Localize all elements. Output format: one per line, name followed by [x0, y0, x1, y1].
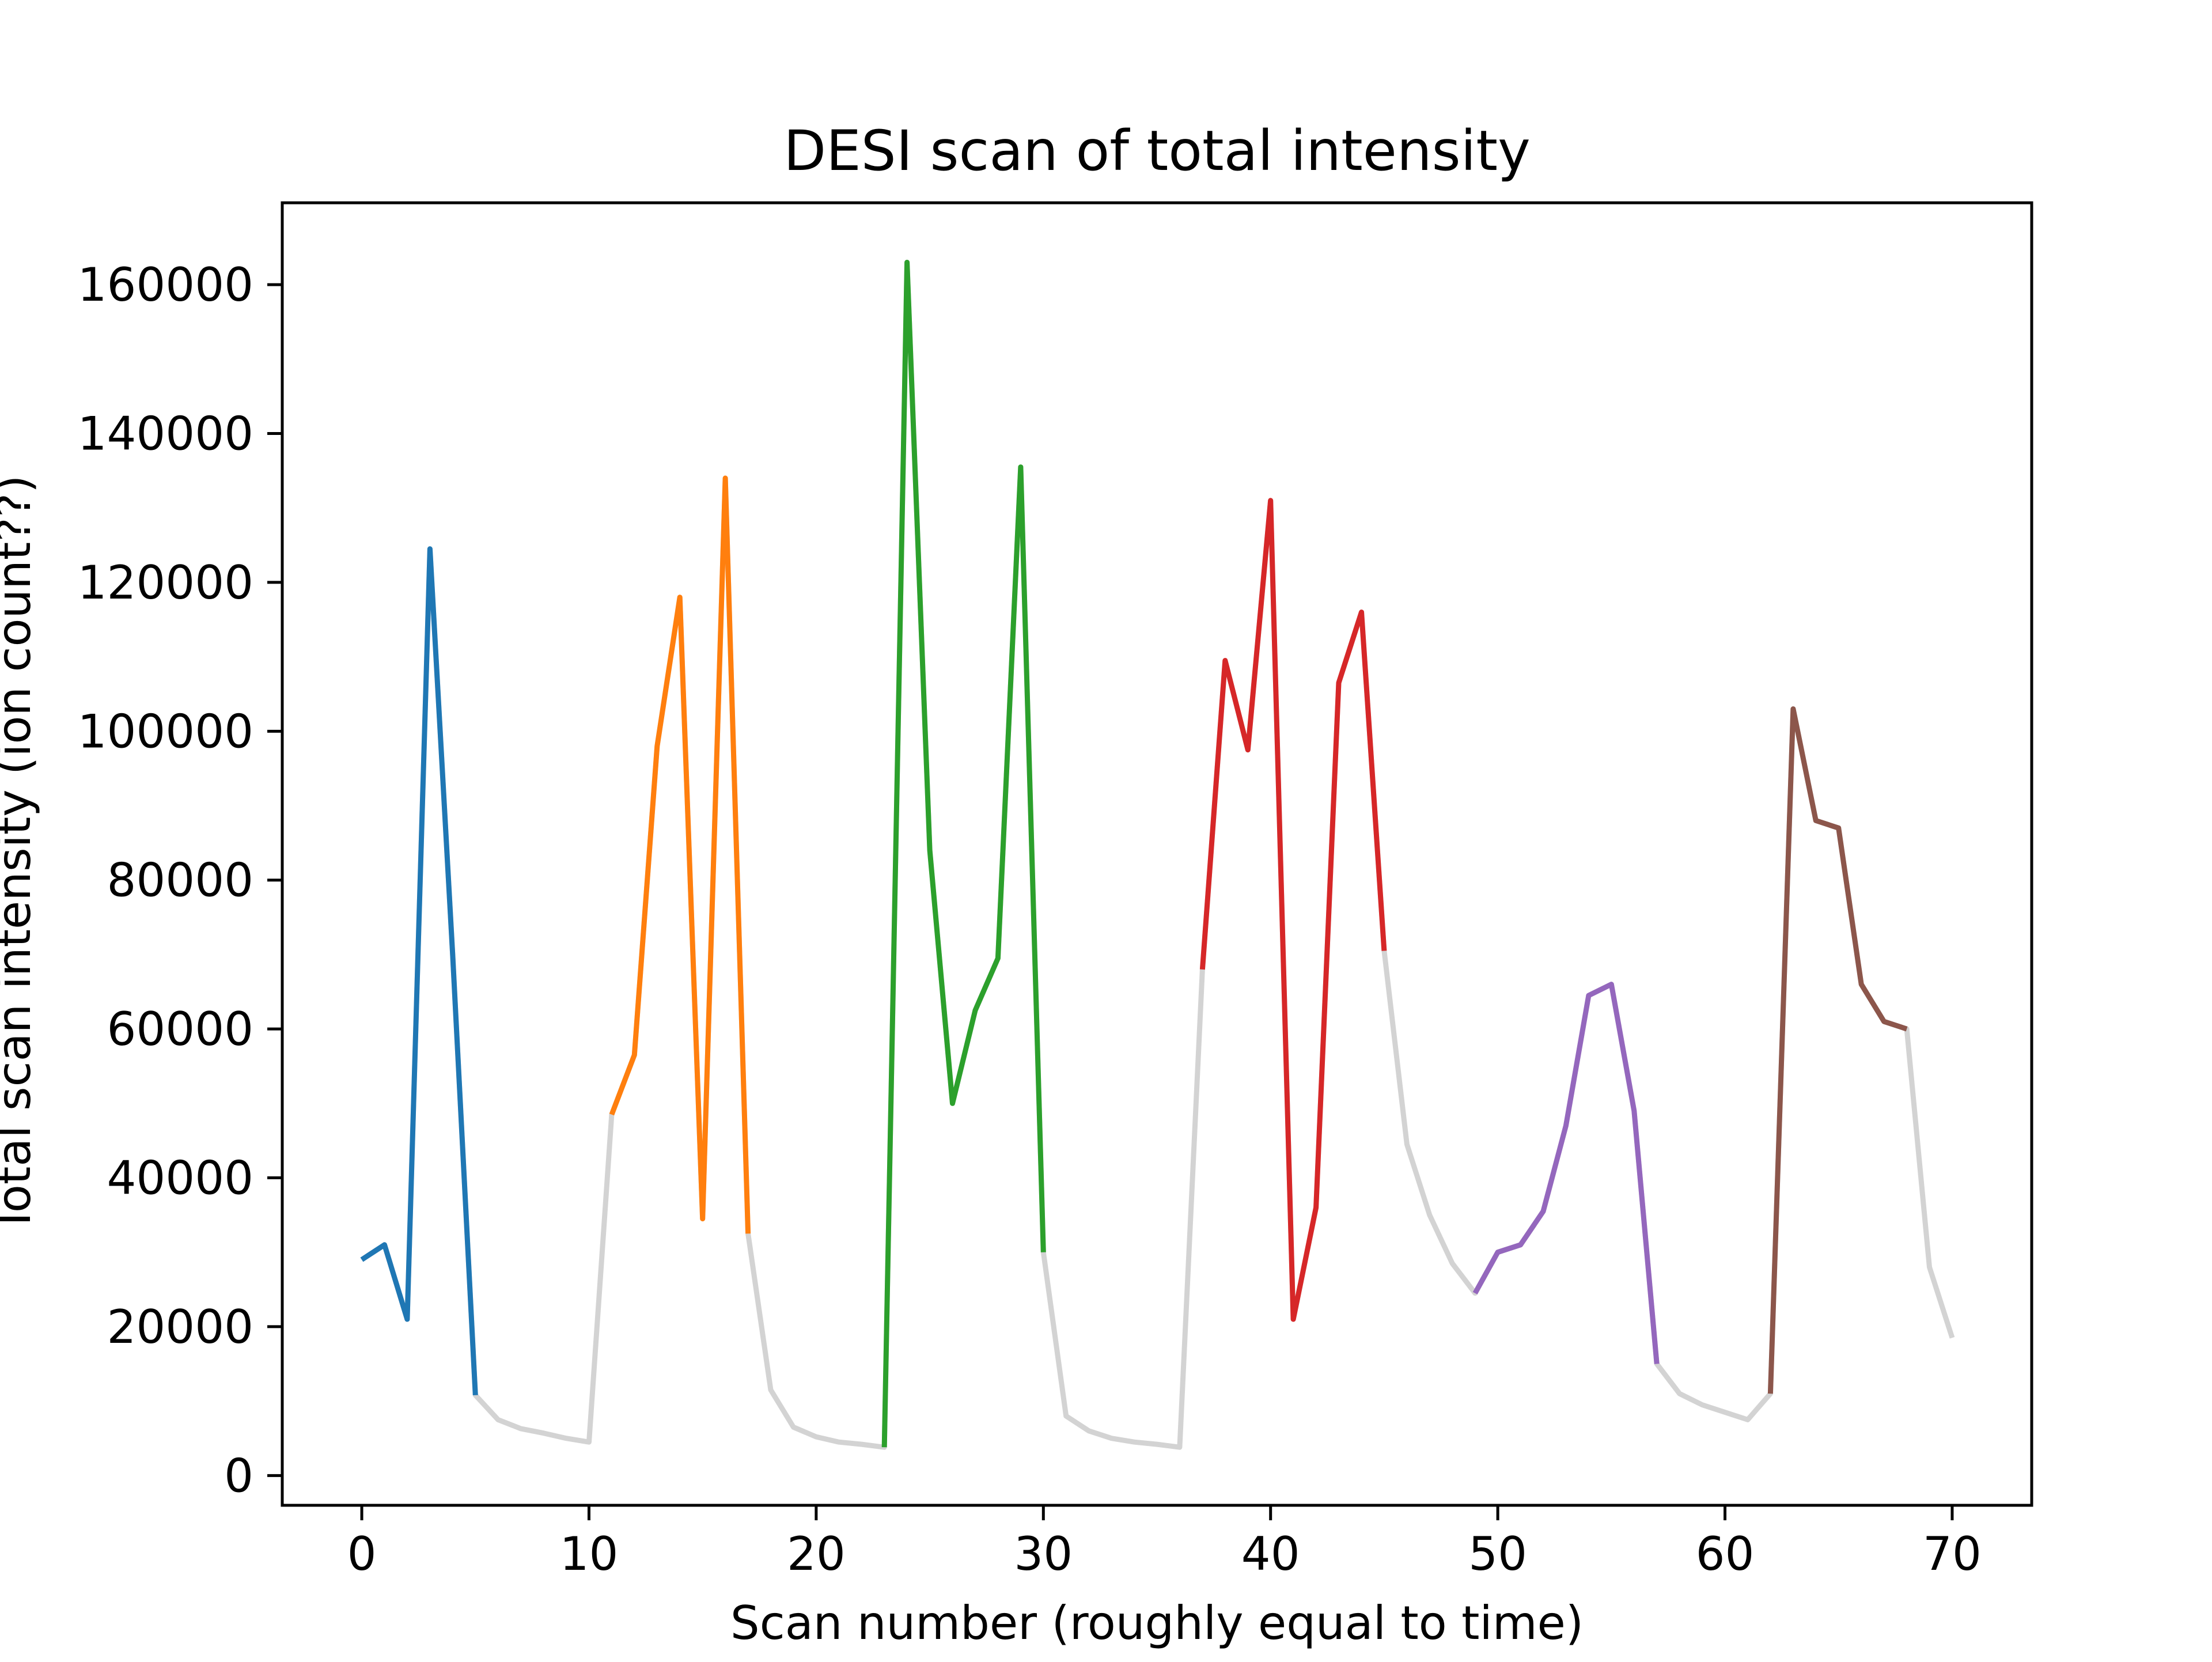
- y-tick-label: 80000: [107, 854, 254, 907]
- y-tick-label: 40000: [107, 1152, 254, 1205]
- x-tick-label: 50: [1468, 1527, 1527, 1581]
- x-tick-label: 70: [1923, 1527, 1982, 1581]
- x-tick-label: 40: [1241, 1527, 1300, 1581]
- x-axis-label: Scan number (roughly equal to time): [730, 1596, 1584, 1650]
- y-axis-label: Total scan intensity (ion count??): [0, 475, 41, 1234]
- plot-frame: [281, 201, 2033, 1507]
- y-axis: 0 20000 40000 60000 80000 100000 120000 140000 1…: [78, 258, 282, 1502]
- series-line-6: [1767, 706, 1908, 1394]
- series-line-5: [1472, 982, 1660, 1364]
- x-tick-label: 30: [1014, 1527, 1073, 1581]
- y-tick-label: 100000: [78, 705, 253, 758]
- y-tick-label: 0: [224, 1449, 253, 1502]
- y-tick-label: 20000: [107, 1300, 254, 1354]
- series-layer: [360, 259, 1955, 1450]
- y-tick-label: 140000: [78, 407, 253, 461]
- y-tick-label: 160000: [78, 258, 253, 312]
- x-axis: 0 10 20 30 40 50 60 70: [347, 1505, 1982, 1581]
- y-tick-label: 120000: [78, 556, 253, 609]
- x-tick-label: 20: [787, 1527, 846, 1581]
- x-tick-label: 60: [1696, 1527, 1755, 1581]
- x-tick-label: 10: [560, 1527, 619, 1581]
- x-tick-label: 0: [347, 1527, 377, 1581]
- series-line-1: [360, 546, 478, 1396]
- y-tick-label: 60000: [107, 1002, 254, 1056]
- chart-title: DESI scan of total intensity: [783, 119, 1531, 183]
- series-line-3: [881, 259, 1046, 1448]
- series-line-2: [609, 475, 751, 1234]
- series-line-4: [1199, 498, 1387, 1322]
